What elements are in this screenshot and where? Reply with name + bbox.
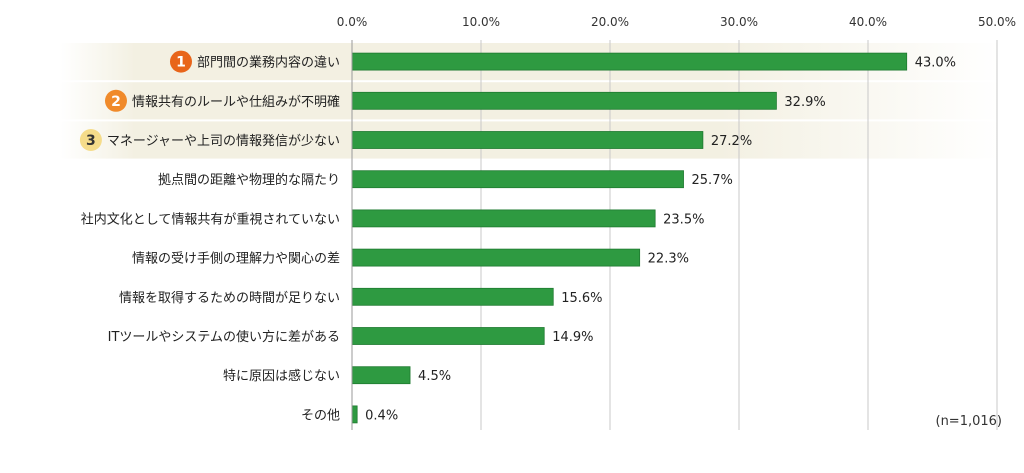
bar-value-label: 22.3% [648,252,689,267]
category-label: 情報共有のルールや仕組みが不明確 [132,94,340,110]
bar-value-label: 14.9% [552,330,593,345]
bar-value-label: 32.9% [784,95,825,110]
category-label: 拠点間の距離や物理的な隔たり [158,172,340,188]
x-tick-label: 0.0% [337,15,368,29]
bar-value-label: 0.4% [365,408,398,423]
bar-value-label: 15.6% [561,291,602,306]
bar [351,52,908,71]
rank-badge-1 [169,50,192,73]
category-label: マネージャーや上司の情報発信が少ない [107,134,340,149]
category-label: 情報を取得するための時間が足りない [119,290,340,306]
x-tick-label: 20.0% [591,15,629,29]
bar [351,209,656,228]
bar [351,248,641,267]
bar [351,91,777,110]
bar-value-label: 43.0% [915,56,956,71]
x-tick-label: 30.0% [720,15,758,29]
bar [351,131,704,149]
rank-badge-label: 2 [111,94,121,110]
bar [351,366,411,385]
category-label: 情報の受け手側の理解力や関心の差 [132,252,340,267]
category-label: ITツールやシステムの使い方に差がある [108,329,340,345]
bar-value-label: 25.7% [692,173,733,188]
rank-badge-label: 1 [176,55,186,71]
rank-badge-3 [79,129,102,151]
bar [351,170,684,189]
category-label: その他 [301,408,340,423]
bar [351,405,358,424]
x-tick-label: 50.0% [978,15,1016,29]
x-tick-label: 40.0% [849,15,887,29]
bar-value-label: 4.5% [418,369,451,384]
category-label: 部門間の業務内容の違い [197,55,340,71]
bar [351,287,554,306]
rank-badge-2 [104,89,127,112]
x-tick-label: 10.0% [462,15,500,29]
bar [351,327,545,345]
category-label: 特に原因は感じない [223,368,340,384]
bar-value-label: 27.2% [711,134,752,149]
category-label: 社内文化として情報共有が重視されていない [81,211,340,227]
rank-badge-label: 3 [86,133,96,149]
bar-value-label: 23.5% [663,212,704,227]
sample-size-note: (n=1,016) [935,414,1003,429]
